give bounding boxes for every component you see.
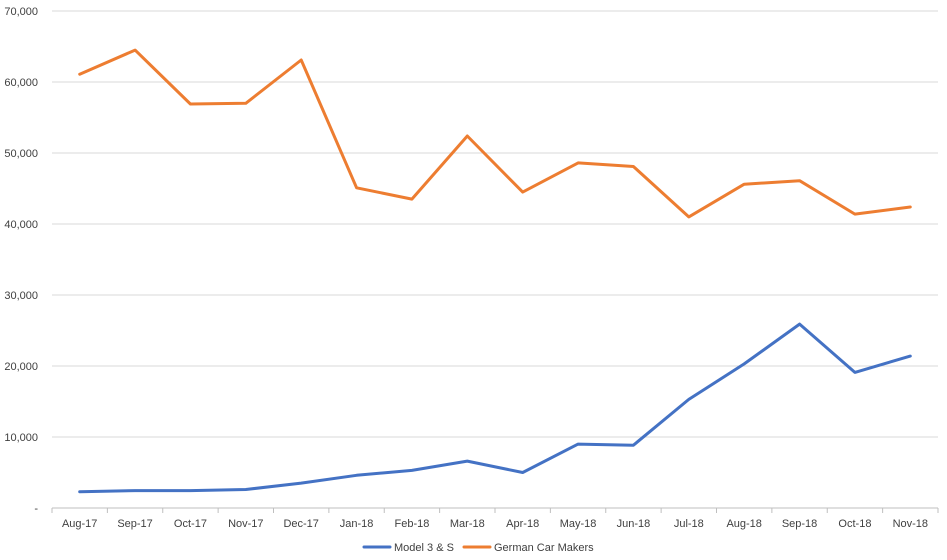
- series-line-0: [78, 322, 912, 494]
- y-tick-label: 60,000: [4, 77, 38, 89]
- y-tick-label: 10,000: [4, 432, 38, 444]
- x-tick-label: Aug-18: [726, 518, 761, 530]
- y-tick-label: 20,000: [4, 361, 38, 373]
- x-tick-label: Sep-18: [782, 518, 817, 530]
- legend-label-1: German Car Makers: [494, 542, 594, 554]
- x-tick-label: Feb-18: [395, 518, 430, 530]
- gridlines: [52, 10, 938, 438]
- x-tick-label: Aug-17: [62, 518, 97, 530]
- y-tick-label: 70,000: [4, 6, 38, 18]
- series-lines: [78, 48, 912, 494]
- y-axis: - 10,000 20,000 30,000 40,000 50,000 60,000 70,…: [4, 6, 38, 515]
- x-tick-label: Jun-18: [617, 518, 651, 530]
- y-tick-label: 40,000: [4, 219, 38, 231]
- x-tick-label: Nov-18: [893, 518, 928, 530]
- x-tick-label: Oct-18: [838, 518, 871, 530]
- y-tick-label: 50,000: [4, 148, 38, 160]
- x-tick-label: Jan-18: [340, 518, 374, 530]
- x-axis: Aug-17 Sep-17 Oct-17 Nov-17 Dec-17 Jan-18 Feb-…: [51, 507, 939, 530]
- x-tick-label: Sep-17: [117, 518, 152, 530]
- legend-label-0: Model 3 & S: [394, 542, 454, 554]
- y-tick-label: -: [34, 503, 38, 515]
- x-tick-label: Dec-17: [283, 518, 318, 530]
- x-tick-label: May-18: [560, 518, 597, 530]
- x-tick-label: Oct-17: [174, 518, 207, 530]
- legend: Model 3 & S German Car Makers: [362, 542, 594, 554]
- series-line-1: [78, 48, 912, 219]
- x-tick-label: Jul-18: [674, 518, 704, 530]
- x-tick-label: Apr-18: [506, 518, 539, 530]
- y-tick-label: 30,000: [4, 290, 38, 302]
- x-tick-label: Nov-17: [228, 518, 263, 530]
- x-tick-label: Mar-18: [450, 518, 485, 530]
